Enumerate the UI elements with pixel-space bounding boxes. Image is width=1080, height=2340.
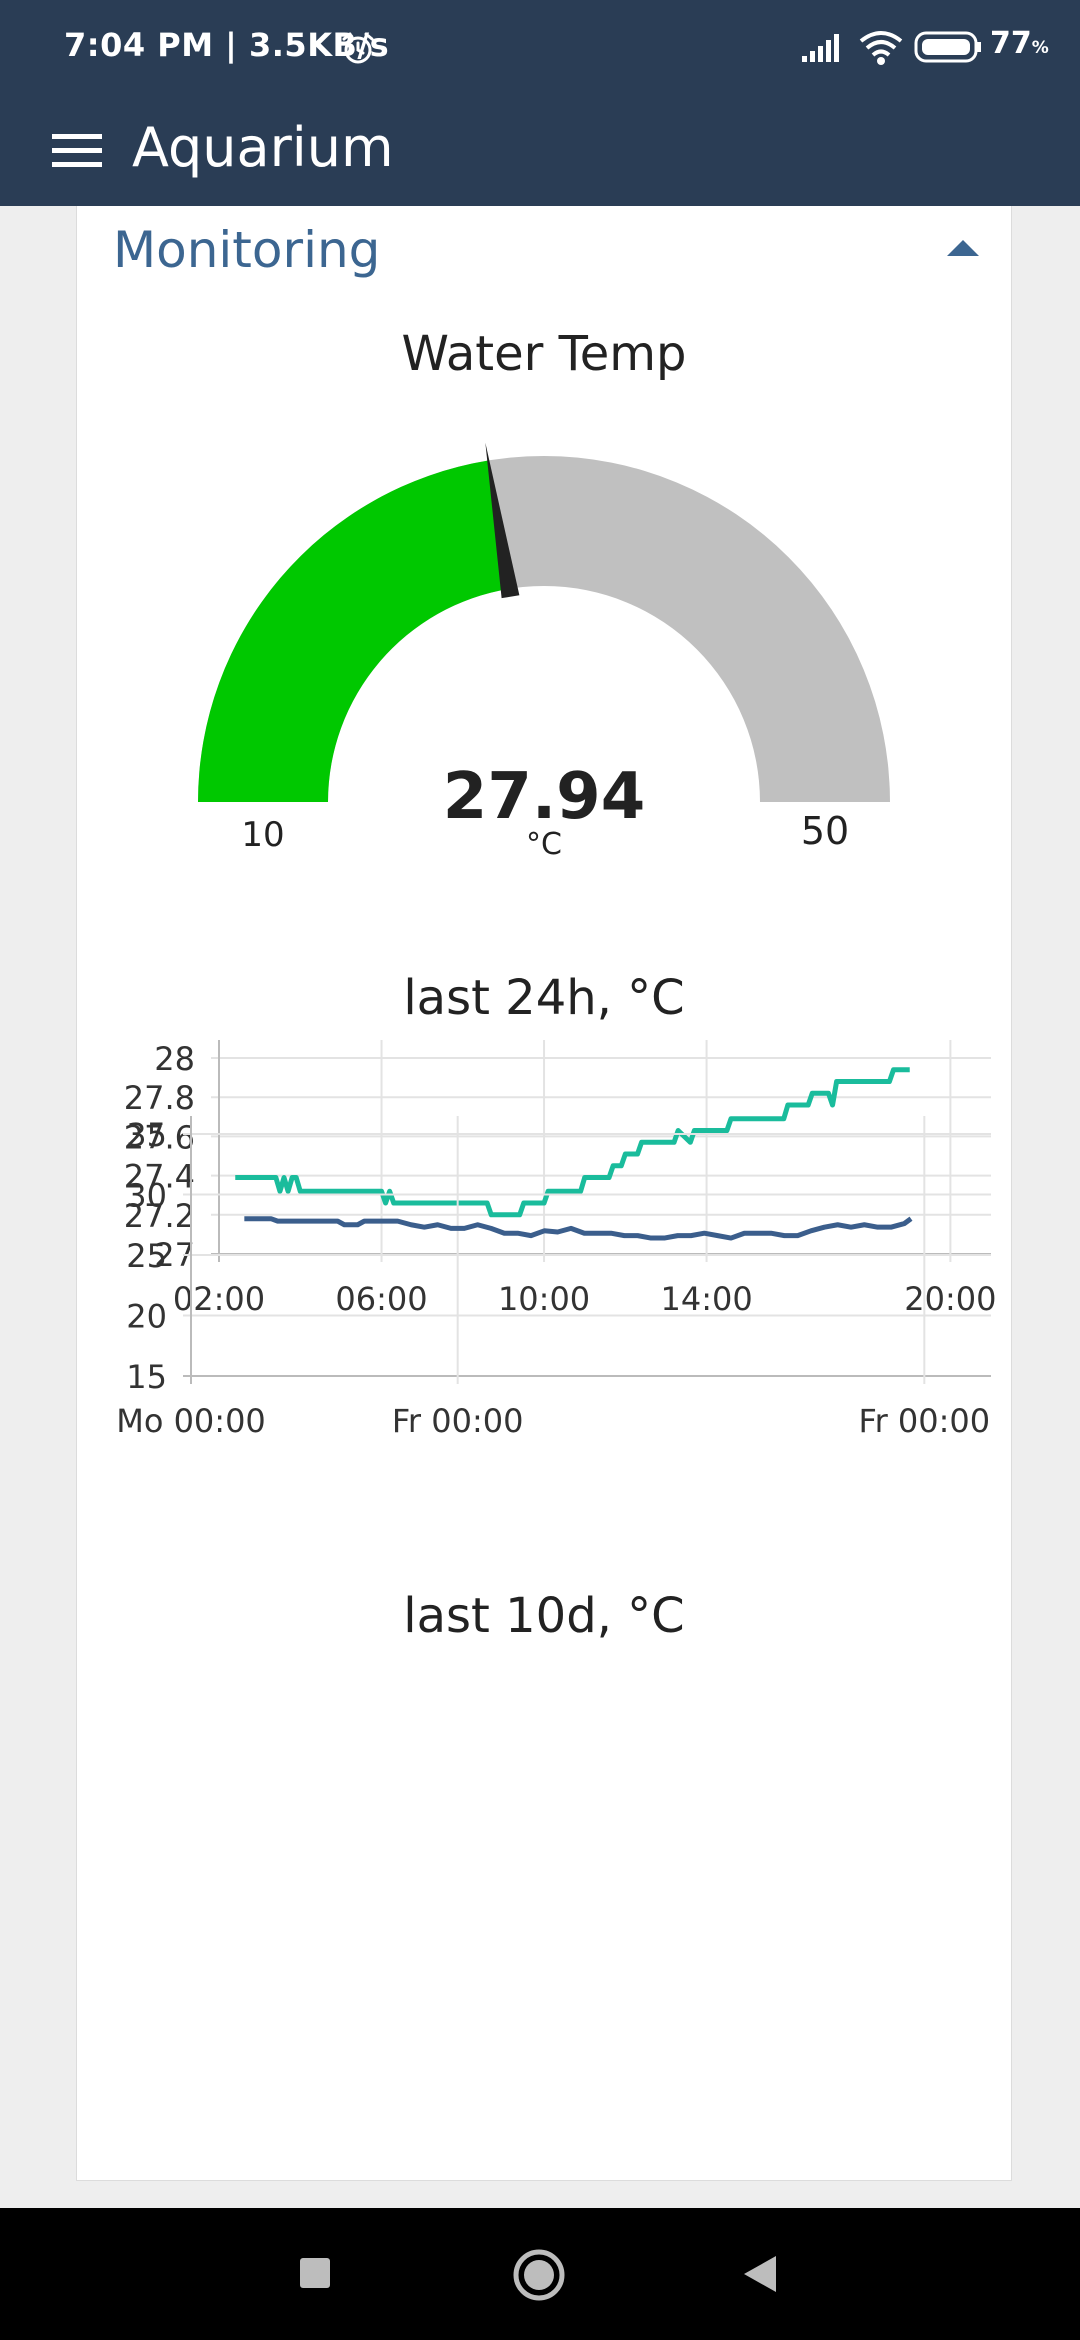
- chart-10d-y-tick-label: 20: [126, 1298, 167, 1336]
- chart-10d-y-tick-label: 15: [126, 1358, 167, 1396]
- alarm-icon: [340, 30, 376, 71]
- app-bar: Aquarium: [0, 92, 1080, 206]
- section-title: Monitoring: [113, 221, 381, 279]
- gauge-min-label: 10: [241, 815, 284, 855]
- water-temp-gauge: 27.94 °C 10 50: [198, 442, 890, 862]
- recents-button[interactable]: [298, 2256, 332, 2295]
- chart-24h-y-tick-label: 27.6: [124, 1118, 195, 1156]
- chart-24h-x-tick-label: 06:00: [335, 1280, 427, 1318]
- back-button[interactable]: [742, 2254, 778, 2299]
- chart-10d-series-line: [244, 1216, 913, 1241]
- chart-24h-x-tick-label: 02:00: [173, 1280, 265, 1318]
- app-title: Aquarium: [132, 116, 394, 179]
- monitoring-card: Monitoring Water Temp 27.94 °C 10 50 las…: [76, 206, 1012, 2181]
- chart-24h-x-tick-label: 14:00: [660, 1280, 752, 1318]
- status-time: 7:04 PM | 3.5KB/s: [64, 26, 390, 64]
- chart-24h-x-tick-label: 20:00: [904, 1280, 996, 1318]
- monitoring-section-header[interactable]: Monitoring: [77, 206, 1011, 292]
- chart-24h-y-tick-label: 27.8: [124, 1079, 195, 1117]
- battery-level: 77%: [990, 26, 1049, 61]
- chart-10d-x-tick-label: Mo 00:00: [116, 1402, 266, 1440]
- chart-24h-series-line: [235, 1067, 910, 1218]
- chart-24h-y-tick-label: 28: [154, 1040, 195, 1078]
- chart-24h-y-tick-label: 27.4: [124, 1158, 195, 1196]
- status-bar: 7:04 PM | 3.5KB/s 77%: [0, 0, 1080, 92]
- chart-10d: 15 20 25 30 35 Mo 00:00 Fr 00:00 Fr 00:00: [116, 1116, 991, 1440]
- gauge-needle: [485, 442, 520, 599]
- gauge-max-label: 50: [801, 809, 849, 853]
- chart-10d-x-tick-label: Fr 00:00: [392, 1402, 524, 1440]
- chart-24h-y-tick-label: 27.2: [124, 1197, 195, 1235]
- chart-10d-x-tick-label: Fr 00:00: [859, 1402, 991, 1440]
- gauge-unit: °C: [526, 827, 562, 862]
- chart-10d-y-tick-label: 30: [126, 1177, 167, 1215]
- home-button[interactable]: [512, 2248, 566, 2307]
- chart-10d-title: last 10d, °C: [403, 1588, 685, 1644]
- signal-icon: [800, 32, 844, 69]
- gauge-fill: [198, 460, 510, 802]
- battery-icon: [914, 30, 984, 69]
- wifi-icon: [858, 28, 904, 71]
- menu-icon[interactable]: [50, 122, 106, 178]
- chart-24h-x-tick-label: 10:00: [498, 1280, 590, 1318]
- chart-10d-y-tick-label: 25: [126, 1237, 167, 1275]
- chart-24h-title: last 24h, °C: [403, 970, 685, 1026]
- navigation-bar: [0, 2208, 1080, 2340]
- chart-10d-y-tick-label: 35: [126, 1116, 167, 1154]
- gauge-value: 27.94: [443, 760, 645, 834]
- chevron-up-icon[interactable]: [945, 236, 981, 263]
- gauge-title: Water Temp: [401, 326, 687, 382]
